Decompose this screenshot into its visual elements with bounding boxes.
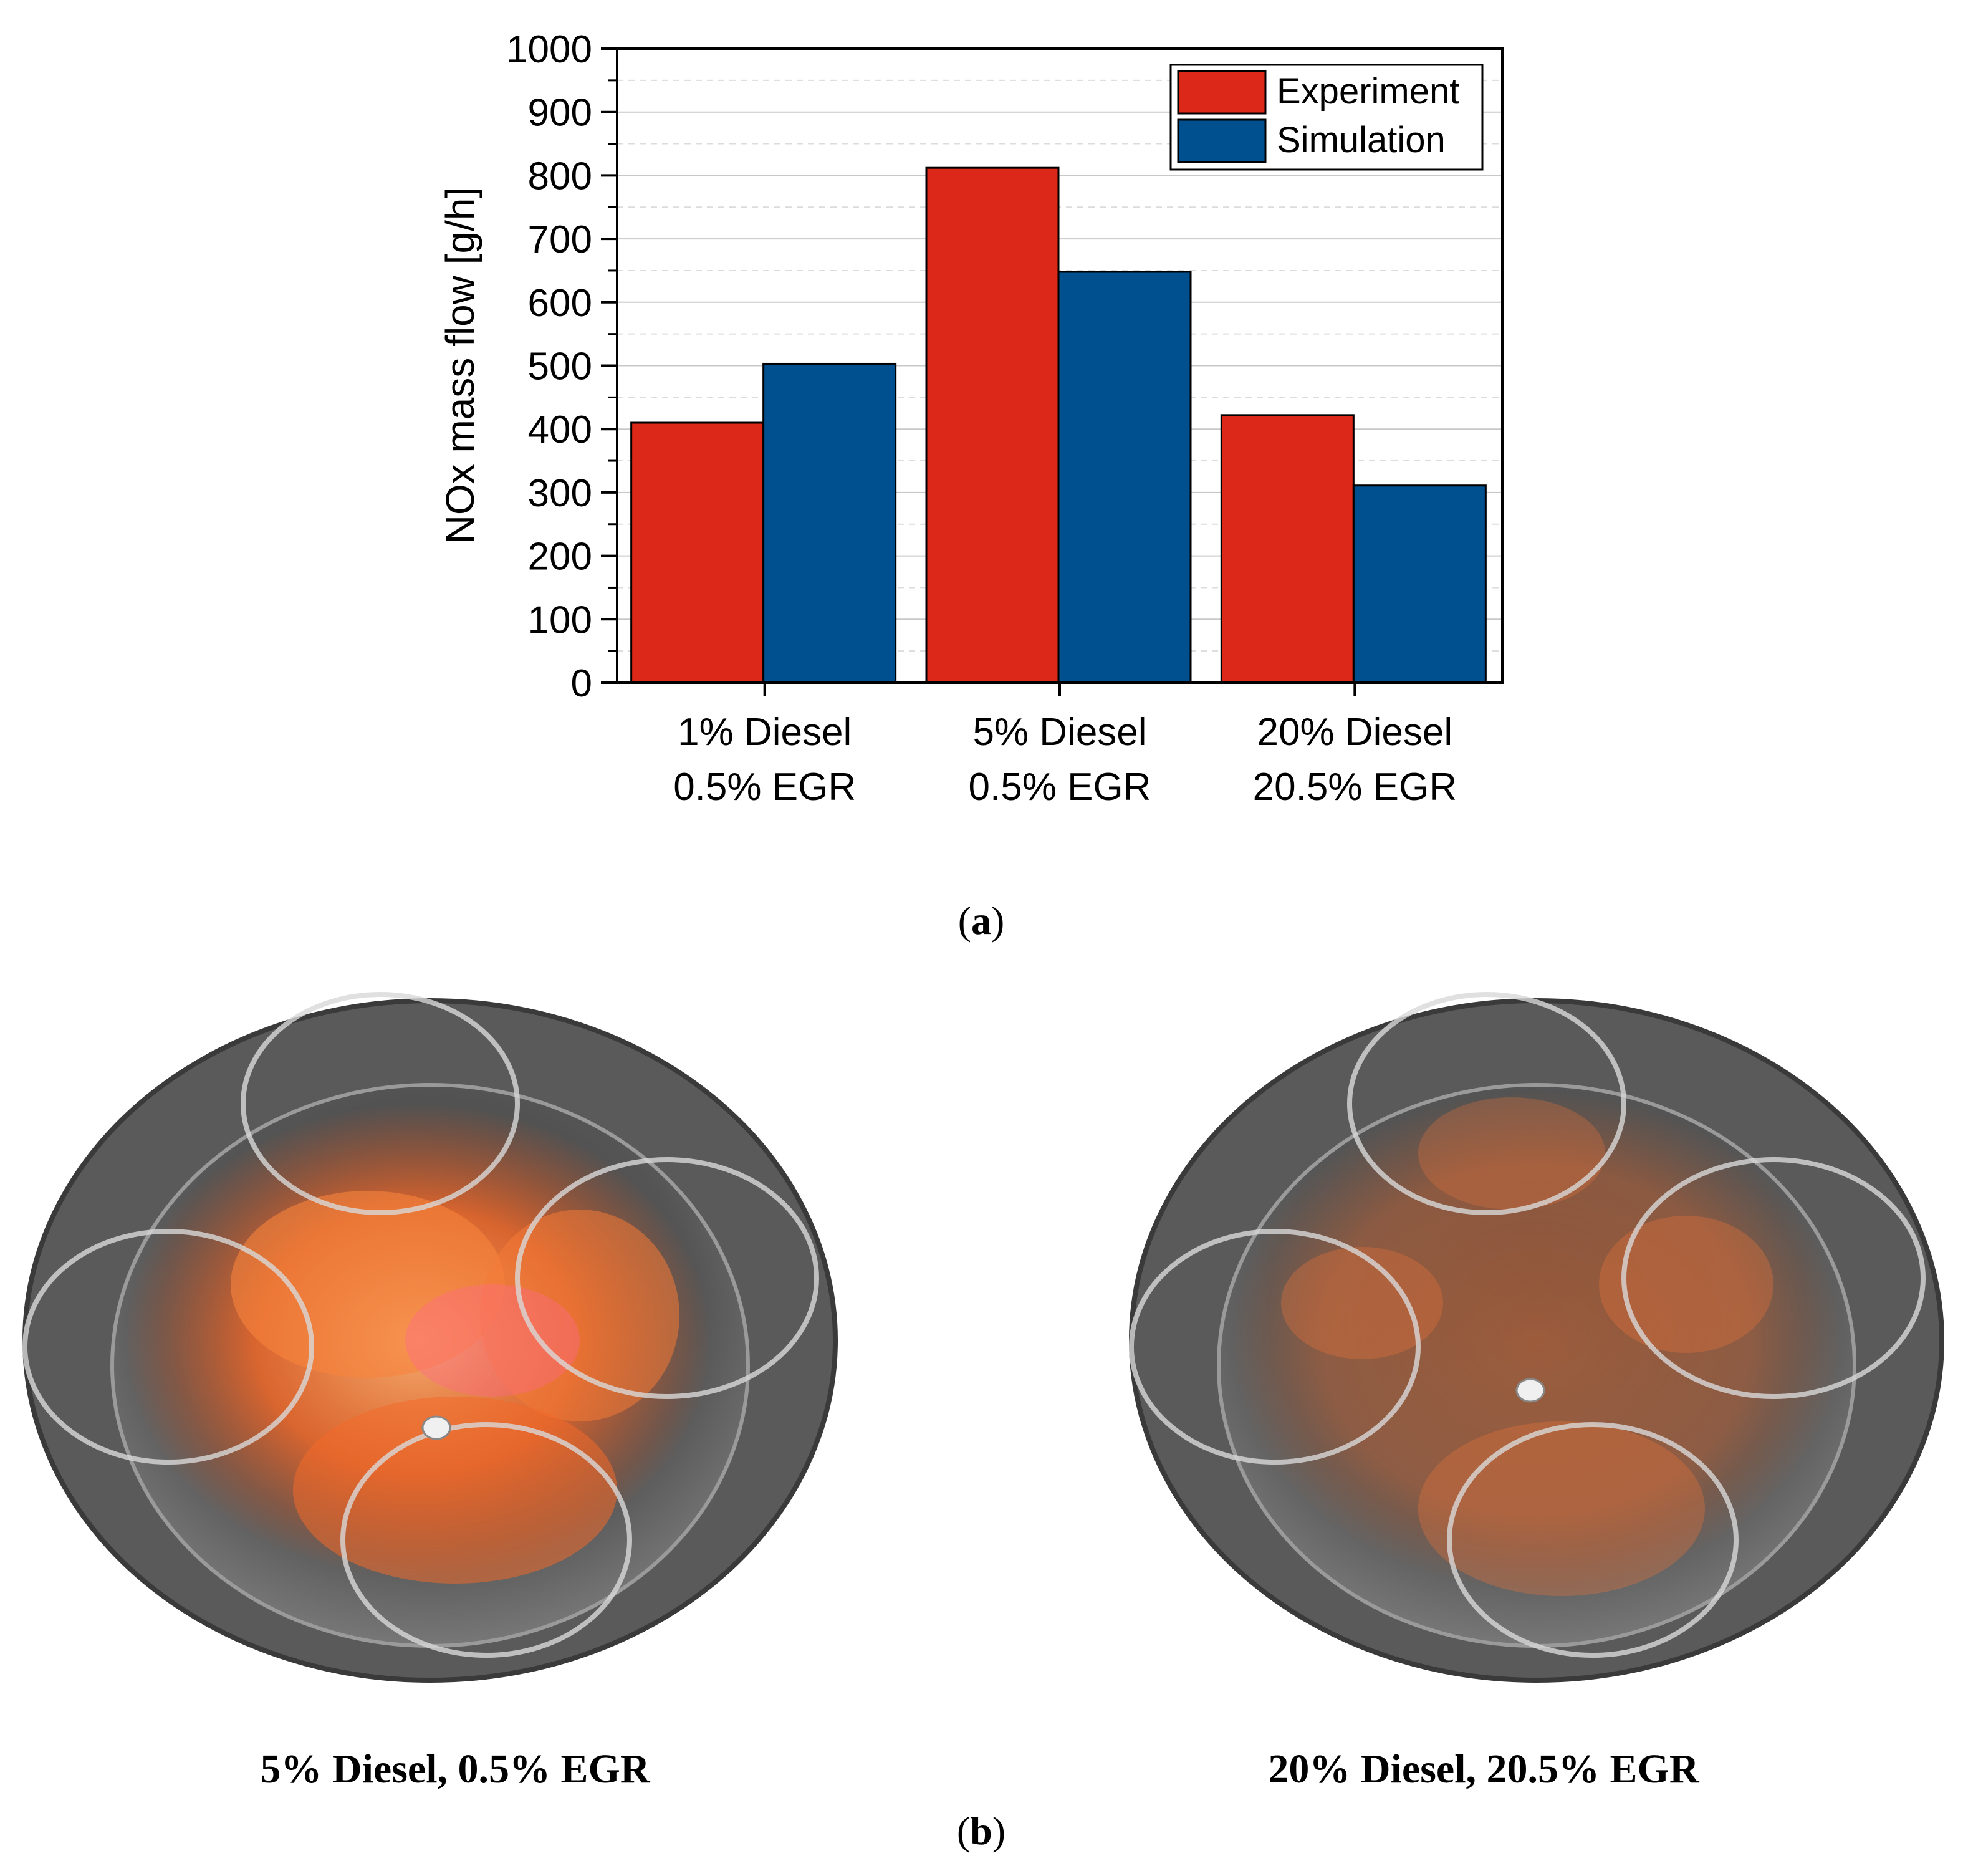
valve-right [1621,1157,1926,1399]
legend-swatch-simulation [1177,118,1267,163]
valve-bottom [1447,1422,1739,1658]
x-axis: 1% Diesel 0.5% EGR 5% Diesel 0.5% EGR 20% Di… [673,683,1457,809]
bars [630,166,1487,684]
y-tick-label: 800 [528,155,592,198]
x-tick-label: 0.5% EGR [969,766,1151,809]
y-tick-label: 400 [528,408,592,451]
nox-bar-chart: 0 100 200 300 400 500 600 700 800 900 1000 1% Dies… [438,28,1504,809]
panel-b-letter: b [970,1809,992,1853]
flame-lobe-bottom [293,1397,617,1584]
x-tick-label: 20% Diesel [1257,711,1453,754]
y-tick-label: 1000 [506,28,592,71]
bar-experiment-2 [925,166,1060,684]
legend-label-simulation: Simulation [1277,120,1446,160]
y-tick-label: 200 [528,536,592,579]
right-chamber-image [1129,992,1944,1683]
flame-region [1231,1091,1842,1590]
y-tick-label: 900 [528,92,592,135]
bar-simulation-3 [1352,484,1487,684]
legend: Experiment Simulation [1169,64,1484,171]
bar-experiment-1 [630,421,765,684]
injector [421,1415,451,1440]
injector [1515,1378,1545,1403]
y-tick-label: 700 [528,218,592,261]
flame-patch-4 [1418,1097,1605,1210]
bar-simulation-2 [1057,271,1192,684]
flame-patch-1 [1281,1247,1443,1359]
legend-swatch-experiment [1177,70,1267,115]
bar-simulation-1 [762,362,897,684]
flame-patch-2 [1599,1216,1773,1353]
left-chamber-caption: 5% Diesel, 0.5% EGR [260,1746,650,1792]
y-axis-label: NOx mass flow [g/h] [438,187,482,544]
flame-patch-3 [1418,1421,1705,1596]
y-tick-label: 600 [528,282,592,325]
y-tick-label: 100 [528,599,592,642]
valve-left [1129,1229,1421,1465]
legend-label-experiment: Experiment [1277,71,1459,112]
bar-experiment-3 [1220,414,1355,684]
flame-core [231,1191,505,1378]
x-tick-label: 5% Diesel [972,711,1146,754]
panel-b-caption: (b) [956,1809,1006,1853]
y-axis: 0 100 200 300 400 500 600 700 800 900 1000 [506,28,617,705]
right-chamber-caption: 20% Diesel, 20.5% EGR [1268,1746,1699,1792]
x-tick-label: 1% Diesel [678,711,852,754]
valve-top [241,992,520,1215]
valve-right [515,1157,819,1399]
panel-a-letter: a [971,898,991,943]
y-tick-label: 0 [571,662,592,705]
left-chamber-image [22,992,838,1683]
y-tick-label: 500 [528,345,592,388]
panel-a-caption: (a) [958,898,1005,943]
flame-pink [405,1284,580,1397]
x-tick-label: 0.5% EGR [673,766,856,809]
flame-lobe-right [480,1210,679,1421]
valve-left [22,1229,314,1465]
y-tick-label: 300 [528,472,592,515]
valve-top [1347,992,1626,1215]
x-tick-label: 20.5% EGR [1253,766,1457,809]
valve-bottom [340,1422,632,1658]
